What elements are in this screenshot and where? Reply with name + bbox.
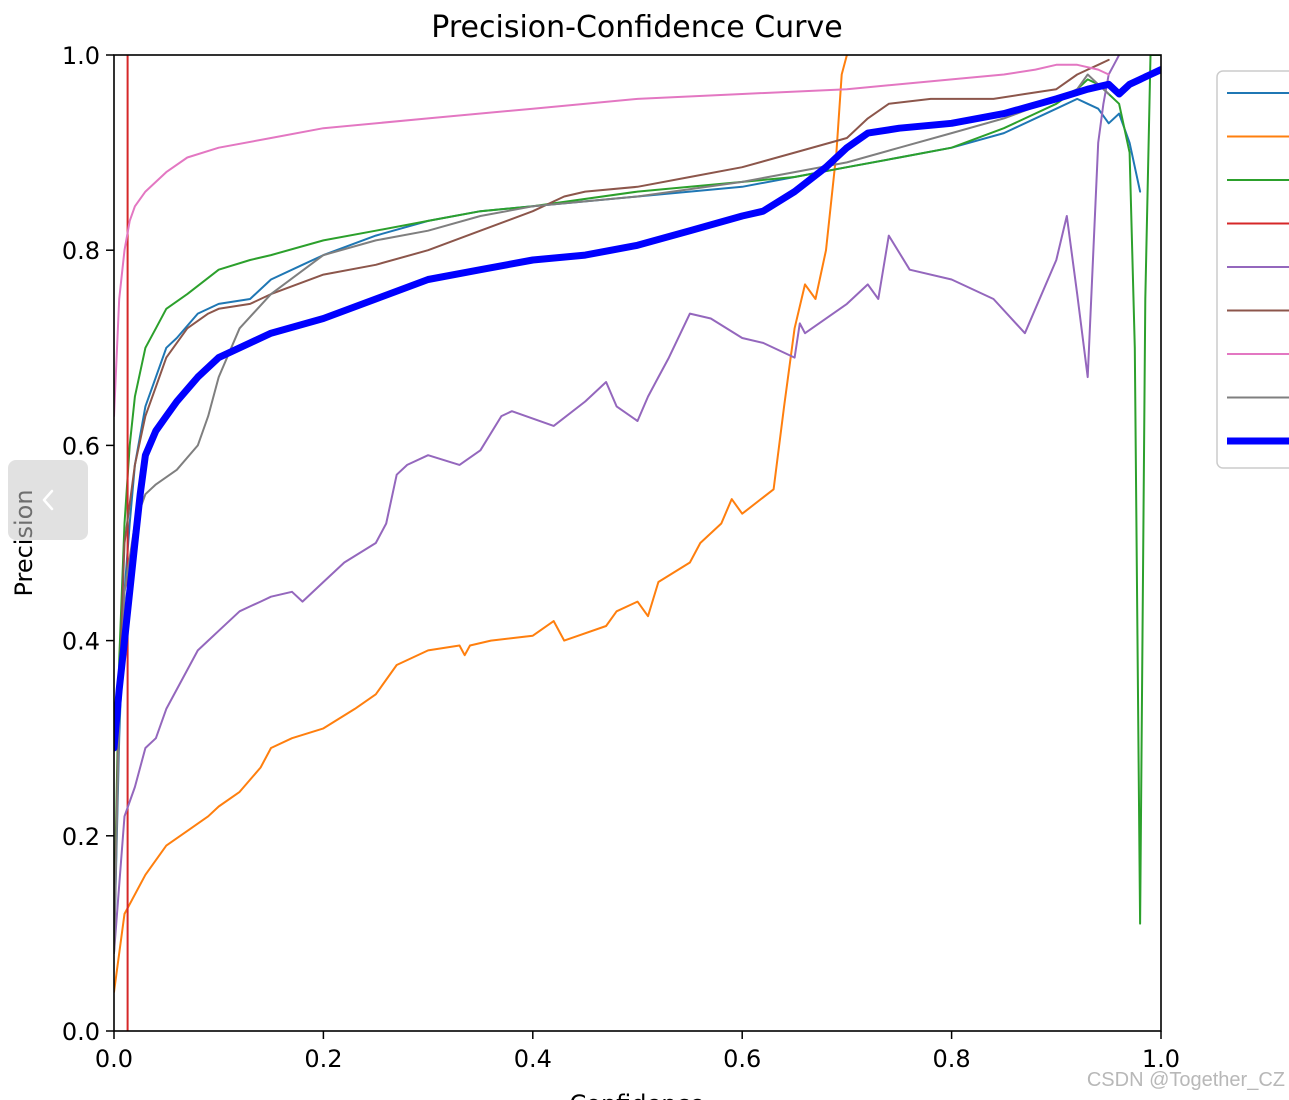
x-tick-label: 0.0 [95, 1045, 133, 1073]
x-tick-label: 0.6 [723, 1045, 761, 1073]
x-axis-label: Confidence [570, 1090, 705, 1100]
y-tick-label: 0.0 [62, 1018, 100, 1046]
series-line-1 [114, 97, 1142, 954]
legend [1216, 70, 1289, 469]
legend-box [1216, 70, 1289, 469]
chevron-left-icon [38, 485, 58, 515]
series-line-9 [114, 66, 1161, 752]
series-line-2 [114, 55, 848, 993]
chart-title: Precision-Confidence Curve [431, 10, 842, 45]
series-line-3 [114, 55, 1161, 935]
series-line-7 [114, 63, 1110, 418]
back-button[interactable] [8, 460, 88, 540]
series-line-8 [114, 73, 1110, 954]
x-tick-label: 1.0 [1142, 1045, 1180, 1073]
y-tick-label: 0.4 [62, 628, 100, 656]
y-tick-label: 1.0 [62, 42, 100, 70]
x-tick-label: 0.8 [933, 1045, 971, 1073]
y-tick-label: 0.2 [62, 823, 100, 851]
plot-frame [113, 54, 1162, 1032]
x-tick-label: 0.4 [514, 1045, 552, 1073]
series-line-6 [114, 58, 1110, 954]
watermark: CSDN @Together_CZ [1086, 1069, 1285, 1091]
plot-lines [114, 55, 1161, 1031]
y-tick-label: 0.8 [62, 237, 100, 265]
axis-ticks: 0.0 0.2 0.4 0.6 0.8 1.0 0.0 0.2 0.4 0.6 0.8 1.0 [62, 42, 1180, 1073]
x-tick-label: 0.2 [304, 1045, 342, 1073]
series-line-5 [114, 55, 1121, 954]
y-tick-label: 0.6 [62, 432, 100, 460]
